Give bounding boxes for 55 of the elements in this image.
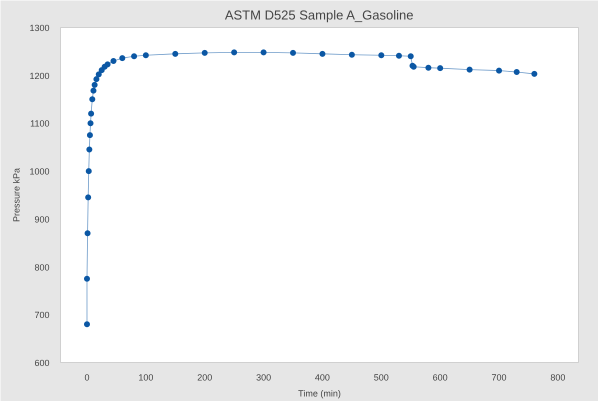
point [425,64,432,71]
x-tick-label: 100 [138,372,154,382]
point [396,52,402,59]
point [86,132,93,138]
point [93,76,100,82]
point [378,52,384,58]
point [348,52,355,58]
y-tick-label: 800 [34,262,50,272]
point [202,50,208,56]
x-tick-label: 700 [492,372,507,382]
point [84,321,90,328]
x-axis-title: Time (min) [298,388,341,398]
point [531,70,538,77]
x-tick-label: 500 [374,372,389,382]
y-tick-label: 1000 [29,166,50,177]
point [466,66,473,73]
point [85,194,92,200]
point [260,49,267,56]
point [88,120,94,126]
point [142,52,149,58]
point [408,53,414,60]
x-tick-label: 800 [550,372,566,382]
point [89,96,96,102]
point [172,50,178,57]
point [290,50,296,56]
y-tick-label: 1100 [30,118,50,129]
point [84,230,91,236]
point [231,49,238,56]
point [119,55,126,62]
point [496,68,502,74]
point [131,53,138,60]
y-axis-title: Pressure kPa [11,168,22,222]
point [86,168,92,174]
point [84,276,90,282]
chart-title: ASTM D525 Sample A_Gasoline [224,8,414,22]
y-tick-label: 700 [34,310,50,320]
x-tick-label: 400 [314,372,330,382]
point [90,88,96,94]
x-tick-label: 200 [197,372,212,382]
point [437,65,444,72]
y-tick-label: 600 [34,358,50,368]
y-tick-label: 900 [34,214,50,224]
point [92,82,98,88]
x-tick-label: 300 [256,372,272,382]
point [110,58,116,64]
y-tick-label: 1200 [29,70,50,81]
point [514,69,520,75]
point [96,71,102,78]
point [319,50,326,57]
x-tick-label: 0 [84,372,90,382]
point [88,110,94,117]
point [104,61,111,68]
point [86,146,92,153]
y-tick-label: 1300 [29,23,50,33]
x-tick-label: 600 [432,372,448,382]
